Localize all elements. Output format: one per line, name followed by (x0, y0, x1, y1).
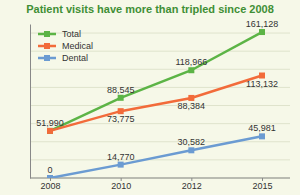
data-label: 113,132 (246, 79, 278, 89)
marks (47, 29, 265, 178)
data-label: 118,966 (175, 57, 207, 67)
grid-line (30, 159, 290, 160)
grid-line (30, 69, 290, 70)
data-label: 45,981 (248, 123, 276, 133)
grid-line (30, 105, 290, 106)
x-tick-label: 2008 (40, 181, 60, 191)
series-line (50, 32, 262, 131)
x-axis-line (30, 178, 290, 179)
legend: Total Medical Dental (38, 29, 93, 63)
x-tick-label: 2010 (111, 181, 131, 191)
marker (188, 147, 194, 153)
grid (30, 33, 290, 178)
data-label: 88,545 (107, 85, 135, 95)
data-label: 0 (47, 165, 52, 175)
marker (47, 128, 53, 134)
series-line (50, 76, 262, 131)
data-labels: 51,990 88,545 118,966 161,128 73,775 88,384 11… (36, 19, 278, 175)
marker (118, 95, 124, 101)
x-tick-label: 2015 (252, 181, 272, 191)
grid-line (30, 178, 290, 179)
y-axis (30, 25, 32, 179)
marker (188, 67, 194, 73)
data-label: 88,384 (178, 101, 206, 111)
data-label: 14,770 (107, 152, 135, 162)
series-line (50, 136, 262, 178)
x-tick-label: 2012 (182, 181, 202, 191)
data-label: 30,582 (178, 137, 206, 147)
marker (118, 162, 124, 168)
background (0, 0, 300, 195)
legend-marker (44, 31, 50, 37)
x-axis: 2008 2010 2012 2015 (30, 178, 290, 191)
data-label: 161,128 (246, 19, 279, 29)
x-tick: 2012 (182, 178, 202, 191)
legend-marker (44, 55, 50, 61)
marker (259, 29, 265, 35)
legend-label: Dental (62, 53, 88, 63)
title: Patient visits have more than tripled si… (26, 3, 274, 15)
marker (47, 128, 53, 134)
chart: Patient visits have more than tripled si… (0, 0, 300, 195)
y-axis-line (30, 25, 31, 179)
data-label: 73,775 (107, 114, 135, 124)
x-tick: 2015 (252, 178, 272, 191)
grid-line (30, 141, 290, 142)
legend-label: Total (62, 29, 81, 39)
x-tick: 2008 (40, 178, 60, 191)
data-label: 51,990 (36, 118, 64, 128)
legend-marker (44, 43, 50, 49)
legend-label: Medical (62, 41, 93, 51)
marker (259, 133, 265, 139)
x-tick: 2010 (111, 178, 131, 191)
marker (47, 175, 53, 178)
